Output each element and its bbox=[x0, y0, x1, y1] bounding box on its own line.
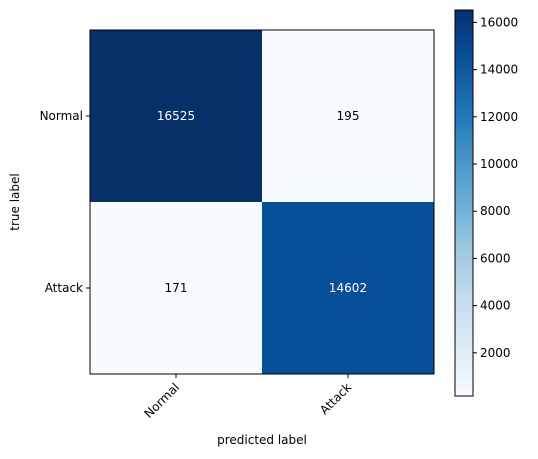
y-tick-label: Attack bbox=[45, 281, 83, 295]
colorbar-tick-label: 10000 bbox=[480, 157, 518, 171]
x-axis-ticks: Normal Attack bbox=[142, 374, 354, 421]
y-tick-label: Normal bbox=[40, 109, 83, 123]
heatmap-cell-0-1 bbox=[262, 30, 434, 202]
cell-value-label: 14602 bbox=[329, 281, 367, 295]
x-tick-label: Normal bbox=[142, 380, 183, 421]
cell-value-label: 16525 bbox=[157, 109, 195, 123]
colorbar-tick-label: 16000 bbox=[480, 15, 518, 29]
y-axis-label: true label bbox=[8, 173, 22, 230]
heatmap-cell-1-0 bbox=[90, 202, 262, 374]
heatmap-cell-0-0 bbox=[90, 30, 262, 202]
heatmap-cells: 16525 195 171 14602 bbox=[90, 30, 434, 374]
heatmap-cell-1-1 bbox=[262, 202, 434, 374]
colorbar-tick-label: 14000 bbox=[480, 63, 518, 77]
colorbar-ticks: 2000 4000 6000 8000 10000 12000 14000 16000 bbox=[473, 15, 518, 360]
colorbar-tick-label: 8000 bbox=[480, 204, 511, 218]
colorbar-tick-label: 12000 bbox=[480, 110, 518, 124]
colorbar-tick-label: 4000 bbox=[480, 299, 511, 313]
plot-frame bbox=[89, 29, 435, 375]
x-tick-label: Attack bbox=[317, 380, 354, 417]
cell-value-label: 171 bbox=[165, 281, 188, 295]
colorbar-tick-label: 2000 bbox=[480, 346, 511, 360]
cell-value-label: 195 bbox=[337, 109, 360, 123]
y-axis-ticks: Normal Attack bbox=[40, 109, 90, 295]
colorbar bbox=[454, 9, 474, 397]
colorbar-tick-label: 6000 bbox=[480, 251, 511, 265]
x-axis-label: predicted label bbox=[217, 433, 307, 447]
